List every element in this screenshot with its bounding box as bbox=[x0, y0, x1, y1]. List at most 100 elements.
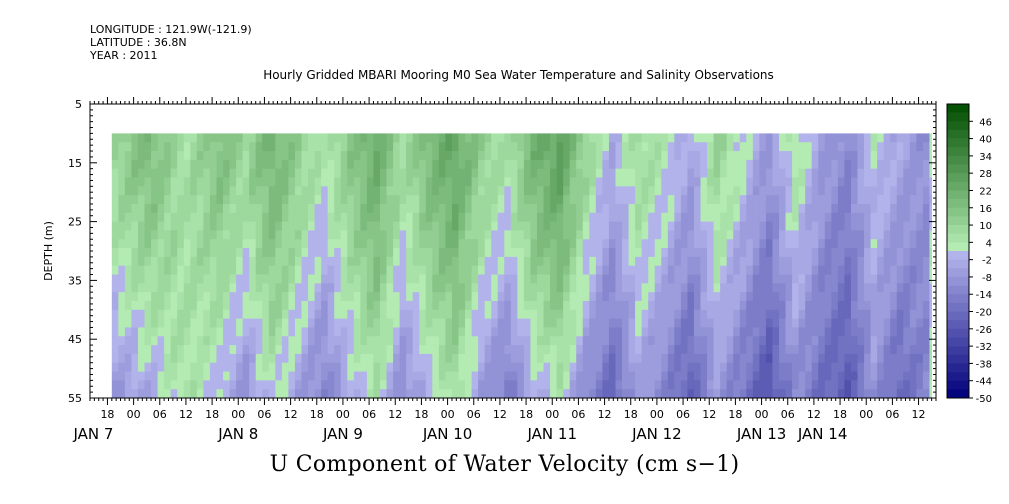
heatmap-cell bbox=[628, 283, 636, 293]
heatmap-cell bbox=[877, 195, 885, 205]
heatmap-cell bbox=[164, 256, 172, 267]
heatmap-cell bbox=[366, 195, 374, 205]
heatmap-cell bbox=[896, 186, 904, 196]
heatmap-cell bbox=[321, 230, 329, 240]
heatmap-cell bbox=[425, 389, 433, 399]
heatmap-cell bbox=[667, 239, 675, 249]
heatmap-cell bbox=[131, 133, 139, 143]
heatmap-cell bbox=[471, 230, 479, 240]
heatmap-cell bbox=[622, 265, 629, 275]
heatmap-cell bbox=[111, 159, 119, 170]
heatmap-cell bbox=[582, 168, 590, 178]
heatmap-cell bbox=[752, 203, 760, 214]
heatmap-cell bbox=[890, 380, 898, 390]
heatmap-cell bbox=[223, 371, 230, 381]
heatmap-cell bbox=[680, 345, 688, 355]
heatmap-cell bbox=[432, 318, 440, 328]
heatmap-cell bbox=[916, 345, 924, 355]
heatmap-cell bbox=[366, 345, 374, 355]
heatmap-cell bbox=[236, 168, 244, 178]
heatmap-cell bbox=[916, 336, 924, 346]
heatmap-cell bbox=[864, 265, 871, 275]
heatmap-cell bbox=[589, 203, 597, 214]
heatmap-cell bbox=[412, 327, 420, 337]
heatmap-cell bbox=[707, 142, 714, 152]
heatmap-cell bbox=[628, 203, 636, 214]
heatmap-cell bbox=[831, 380, 839, 390]
heatmap-cell bbox=[896, 336, 904, 346]
heatmap-cell bbox=[458, 256, 466, 267]
heatmap-cell bbox=[386, 239, 394, 249]
heatmap-cell bbox=[308, 212, 315, 222]
heatmap-cell bbox=[628, 274, 636, 284]
heatmap-cell bbox=[693, 256, 701, 267]
heatmap-cell bbox=[818, 380, 826, 390]
heatmap-cell bbox=[883, 230, 891, 240]
colorbar-segment bbox=[947, 190, 969, 200]
heatmap-cell bbox=[177, 300, 185, 311]
heatmap-cell bbox=[255, 336, 263, 346]
heatmap-cell bbox=[877, 230, 885, 240]
heatmap-cell bbox=[118, 292, 126, 302]
heatmap-cell bbox=[399, 230, 407, 240]
heatmap-cell bbox=[792, 345, 800, 355]
heatmap-cell bbox=[916, 274, 924, 284]
heatmap-cell bbox=[399, 309, 407, 320]
heatmap-cell bbox=[236, 248, 244, 258]
heatmap-cell bbox=[824, 142, 832, 152]
heatmap-cell bbox=[772, 159, 780, 170]
heatmap-cell bbox=[805, 168, 813, 178]
heatmap-cell bbox=[360, 362, 368, 372]
heatmap-cell bbox=[190, 248, 198, 258]
heatmap-cell bbox=[615, 292, 623, 302]
heatmap-cell bbox=[314, 292, 322, 302]
heatmap-cell bbox=[654, 292, 662, 302]
heatmap-cell bbox=[183, 283, 191, 293]
heatmap-cell bbox=[321, 327, 329, 337]
heatmap-cell bbox=[327, 142, 335, 152]
heatmap-cell bbox=[818, 133, 826, 143]
heatmap-cell bbox=[216, 186, 224, 196]
heatmap-cell bbox=[543, 371, 551, 381]
heatmap-cell bbox=[360, 283, 368, 293]
heatmap-cell bbox=[399, 168, 407, 178]
heatmap-cell bbox=[386, 283, 394, 293]
heatmap-cell bbox=[850, 159, 858, 170]
heatmap-cell bbox=[693, 371, 701, 381]
heatmap-cell bbox=[366, 186, 374, 196]
heatmap-cell bbox=[530, 142, 538, 152]
heatmap-cell bbox=[792, 265, 800, 275]
heatmap-cell bbox=[765, 239, 773, 249]
heatmap-cell bbox=[419, 283, 427, 293]
heatmap-cell bbox=[550, 327, 558, 337]
heatmap-cell bbox=[491, 318, 499, 328]
heatmap-cell bbox=[209, 177, 217, 187]
heatmap-cell bbox=[177, 389, 185, 399]
heatmap-cell bbox=[373, 300, 381, 311]
heatmap-cell bbox=[595, 362, 603, 372]
heatmap-cell bbox=[216, 353, 224, 364]
heatmap-cell bbox=[497, 345, 505, 355]
heatmap-cell bbox=[268, 389, 276, 399]
heatmap-cell bbox=[360, 168, 368, 178]
heatmap-cell bbox=[680, 327, 688, 337]
heatmap-cell bbox=[412, 292, 420, 302]
heatmap-cell bbox=[517, 239, 525, 249]
heatmap-cell bbox=[497, 239, 505, 249]
heatmap-cell bbox=[654, 318, 662, 328]
heatmap-cell bbox=[491, 292, 499, 302]
heatmap-cell bbox=[589, 309, 597, 320]
heatmap-cell bbox=[491, 283, 499, 293]
heatmap-cell bbox=[151, 133, 158, 143]
heatmap-cell bbox=[818, 177, 826, 187]
heatmap-cell bbox=[491, 309, 499, 320]
heatmap-cell bbox=[425, 292, 433, 302]
heatmap-cell bbox=[654, 283, 662, 293]
heatmap-cell bbox=[896, 300, 904, 311]
heatmap-cell bbox=[765, 336, 773, 346]
heatmap-cell bbox=[536, 221, 544, 231]
heatmap-cell bbox=[667, 221, 675, 231]
heatmap-cell bbox=[563, 256, 571, 267]
heatmap-cell bbox=[864, 151, 871, 161]
heatmap-cell bbox=[353, 292, 361, 302]
